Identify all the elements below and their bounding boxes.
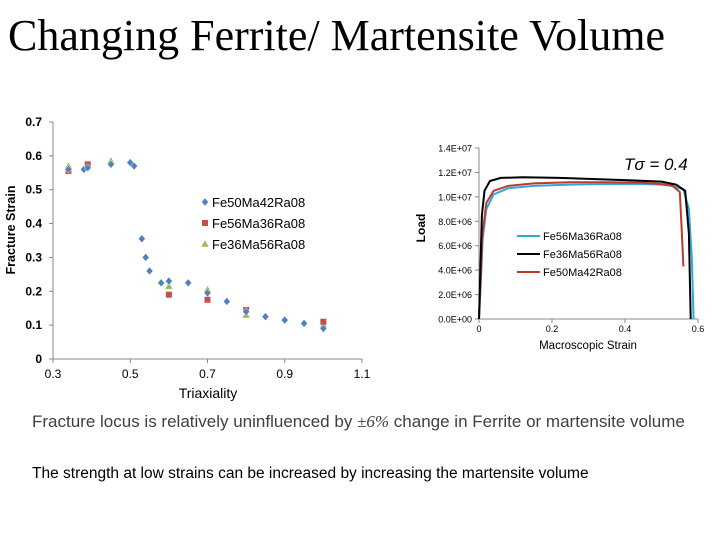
right-y-axis-label: Load	[414, 214, 428, 243]
triaxiality-annotation: Tσ = 0.4	[624, 155, 688, 174]
data-point-fe50ma42ra08	[141, 253, 150, 262]
right-y-tick-label: 6.0E+06	[438, 241, 472, 251]
series-line-fe36ma56ra08	[478, 176, 692, 320]
left-y-tick-label: 0.7	[25, 115, 42, 129]
right-x-tick-label: 0	[476, 324, 481, 334]
series-line-fe50ma42ra08	[478, 181, 685, 320]
left-x-axis-label: Triaxiality	[179, 385, 238, 401]
data-point-fe50ma42ra08	[145, 266, 154, 276]
right-y-tick-label: 8.0E+06	[438, 217, 472, 227]
data-point-fe56ma36ra08	[165, 291, 172, 298]
legend-label-fe56ma36ra08: Fe56Ma36Ra08	[543, 231, 622, 243]
left-x-tick-label: 0.7	[199, 367, 216, 381]
right-y-tick-label: 1.0E+07	[438, 192, 472, 202]
left-x-tick-label: 1.1	[354, 367, 371, 381]
data-point-fe50ma42ra08	[280, 315, 289, 325]
data-point-fe50ma42ra08	[300, 319, 308, 328]
note-fracture-locus: Fracture locus is relatively uninfluence…	[32, 412, 710, 432]
left-y-tick-label: 0.3	[25, 250, 42, 264]
data-point-fe50ma42ra08	[107, 159, 115, 169]
slide-title: Changing Ferrite/ Martensite Volume	[8, 11, 666, 60]
note-fracture-locus-after: change in Ferrite or martensite volume	[393, 412, 685, 431]
fracture-locus-chart: 0 0.1 0.2 0.3 0.4 0.5 0.6 0.7 0.3 0.5 0.7 0.9 1.1 F…	[4, 115, 371, 401]
data-point-fe36ma56ra08	[164, 281, 174, 290]
right-y-tick-label: 2.0E+06	[438, 290, 472, 300]
data-point-fe50ma42ra08	[165, 276, 173, 286]
legend-label-fe36ma56ra08: Fe36Ma56Ra08	[212, 237, 305, 252]
right-y-tick-label: 0.0E+00	[438, 315, 472, 325]
right-x-tick-label: 0.4	[619, 324, 632, 334]
data-point-fe50ma42ra08	[242, 307, 250, 316]
legend-label-fe56ma36ra08: Fe56Ma36Ra08	[212, 216, 305, 231]
data-point-fe50ma42ra08	[138, 234, 146, 244]
legend-label-fe36ma56ra08: Fe36Ma56Ra08	[543, 249, 622, 261]
left-y-tick-label: 0.6	[25, 149, 42, 163]
data-point-fe50ma42ra08	[203, 288, 212, 298]
right-y-tick-label: 1.4E+07	[438, 144, 472, 154]
note-fracture-locus-before: Fracture locus is relatively uninfluence…	[32, 412, 353, 431]
legend-label-fe50ma42ra08: Fe50Ma42Ra08	[543, 267, 622, 279]
left-x-tick-label: 0.3	[45, 367, 62, 381]
data-point-fe56ma36ra08	[320, 318, 327, 325]
left-y-axis-label: Fracture Strain	[4, 186, 18, 275]
right-y-tick-label: 4.0E+06	[438, 266, 472, 276]
legend-marker-fe56ma36ra08	[202, 220, 208, 226]
data-point-fe50ma42ra08	[319, 324, 328, 333]
left-y-tick-label: 0	[35, 352, 42, 366]
right-x-tick-label: 0.6	[692, 324, 705, 334]
legend-marker-fe50ma42ra08	[201, 197, 209, 207]
note-strength: The strength at low strains can be incre…	[32, 465, 589, 482]
left-y-tick-label: 0.1	[25, 318, 42, 332]
data-point-fe50ma42ra08	[130, 161, 138, 171]
right-x-axis-label: Macroscopic Strain	[539, 340, 637, 352]
data-point-fe50ma42ra08	[222, 297, 231, 306]
right-x-tick-label: 0.2	[546, 324, 559, 334]
left-y-tick-label: 0.4	[25, 217, 42, 231]
left-y-tick-label: 0.5	[25, 183, 42, 197]
data-point-fe50ma42ra08	[157, 278, 165, 288]
data-point-fe50ma42ra08	[261, 312, 270, 322]
load-strain-chart: 0.0E+00 2.0E+06 4.0E+06 6.0E+06 8.0E+06 1.0E+…	[414, 144, 704, 353]
left-x-tick-label: 0.9	[276, 367, 293, 381]
left-y-tick-label: 0.2	[25, 284, 42, 298]
left-x-tick-label: 0.5	[122, 367, 139, 381]
data-point-fe50ma42ra08	[83, 163, 92, 173]
legend-label-fe50ma42ra08: Fe50Ma42Ra08	[212, 195, 305, 210]
right-y-tick-label: 1.2E+07	[438, 168, 472, 178]
legend-marker-fe36ma56ra08	[200, 239, 210, 248]
data-point-fe50ma42ra08	[184, 278, 193, 288]
data-point-fe50ma42ra08	[64, 165, 73, 174]
note-fracture-locus-symbol: ±6%	[357, 412, 390, 431]
data-point-fe56ma36ra08	[204, 296, 211, 303]
